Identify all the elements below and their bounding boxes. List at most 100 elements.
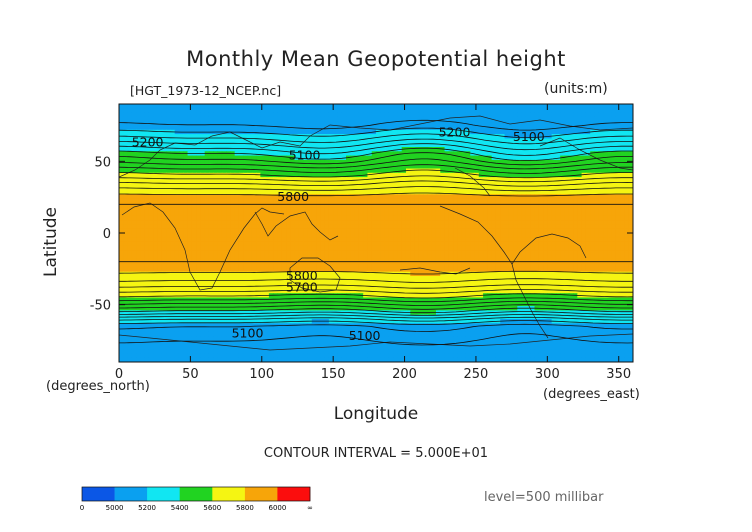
band-cell bbox=[324, 194, 330, 200]
band-cell bbox=[226, 172, 231, 178]
band-cell bbox=[187, 168, 193, 174]
band-cell bbox=[350, 181, 356, 187]
band-cell bbox=[196, 250, 201, 256]
band-cell bbox=[140, 142, 146, 148]
band-cell bbox=[453, 185, 458, 191]
band-cell bbox=[290, 177, 296, 182]
band-cell bbox=[620, 181, 626, 187]
band-cell bbox=[495, 202, 501, 208]
band-cell bbox=[208, 155, 214, 161]
band-cell bbox=[174, 112, 180, 118]
band-cell bbox=[543, 202, 548, 208]
band-cell bbox=[286, 190, 291, 195]
band-cell bbox=[311, 202, 317, 208]
band-cell bbox=[221, 168, 227, 174]
band-cell bbox=[324, 254, 330, 260]
band-cell bbox=[213, 233, 219, 238]
band-cell bbox=[543, 237, 548, 243]
band-cell bbox=[281, 224, 287, 230]
band-cell bbox=[153, 220, 159, 225]
band-cell bbox=[157, 211, 163, 217]
band-cell bbox=[624, 211, 630, 217]
band-cell bbox=[119, 129, 124, 135]
band-cell bbox=[277, 116, 283, 122]
band-cell bbox=[213, 116, 219, 122]
band-cell bbox=[200, 168, 206, 174]
band-cell bbox=[508, 112, 514, 118]
band-cell bbox=[611, 263, 617, 268]
band-cell bbox=[136, 155, 142, 161]
band-cell bbox=[573, 151, 578, 157]
band-cell bbox=[423, 164, 428, 170]
band-cell bbox=[358, 116, 364, 122]
band-cell bbox=[500, 258, 506, 264]
band-cell bbox=[530, 198, 536, 204]
band-cell bbox=[431, 181, 437, 187]
band-cell bbox=[483, 142, 488, 148]
band-cell bbox=[234, 121, 240, 127]
band-cell bbox=[423, 104, 428, 109]
band-cell bbox=[521, 181, 527, 187]
band-cell bbox=[453, 112, 458, 118]
band-cell bbox=[213, 142, 219, 148]
band-cell bbox=[410, 164, 416, 170]
band-cell bbox=[178, 250, 184, 256]
band-cell bbox=[217, 151, 223, 157]
band-cell bbox=[286, 207, 291, 213]
band-cell bbox=[487, 263, 493, 268]
band-cell bbox=[624, 134, 630, 139]
band-cell bbox=[213, 172, 219, 178]
band-cell bbox=[448, 215, 454, 221]
band-cell bbox=[371, 250, 377, 256]
band-cell bbox=[444, 194, 450, 200]
band-cell bbox=[414, 194, 420, 200]
band-cell bbox=[478, 263, 484, 268]
band-cell bbox=[268, 194, 274, 200]
band-cell bbox=[153, 241, 159, 247]
band-cell bbox=[615, 224, 621, 230]
band-cell bbox=[316, 258, 321, 264]
band-cell bbox=[603, 181, 608, 187]
band-cell bbox=[200, 207, 206, 213]
band-cell bbox=[281, 181, 287, 187]
band-cell bbox=[144, 271, 150, 277]
band-cell bbox=[431, 233, 437, 238]
band-cell bbox=[538, 207, 544, 213]
band-cell bbox=[401, 190, 407, 195]
band-cell bbox=[585, 108, 591, 114]
band-cell bbox=[435, 211, 441, 217]
band-cell bbox=[174, 190, 180, 195]
band-cell bbox=[611, 142, 617, 148]
band-cell bbox=[620, 172, 626, 178]
band-cell bbox=[371, 211, 377, 217]
band-cell bbox=[376, 211, 381, 217]
band-cell bbox=[405, 190, 411, 195]
band-cell bbox=[328, 237, 334, 243]
band-cell bbox=[204, 134, 210, 139]
band-cell bbox=[594, 159, 600, 165]
band-cell bbox=[234, 138, 240, 144]
band-cell bbox=[367, 211, 373, 217]
band-cell bbox=[234, 194, 240, 200]
band-cell bbox=[371, 151, 377, 157]
band-cell bbox=[196, 245, 201, 251]
band-cell bbox=[328, 211, 334, 217]
band-cell bbox=[131, 164, 137, 170]
band-cell bbox=[307, 207, 313, 213]
band-cell bbox=[615, 155, 621, 161]
band-cell bbox=[457, 112, 463, 118]
band-cell bbox=[560, 211, 566, 217]
band-cell bbox=[624, 276, 630, 281]
band-cell bbox=[354, 202, 360, 208]
band-cell bbox=[500, 220, 506, 225]
band-cell bbox=[367, 155, 373, 161]
band-cell bbox=[204, 194, 210, 200]
band-cell bbox=[226, 267, 231, 273]
band-cell bbox=[423, 215, 428, 221]
band-cell bbox=[256, 194, 261, 200]
band-cell bbox=[624, 215, 630, 221]
band-cell bbox=[324, 129, 330, 135]
band-cell bbox=[427, 147, 433, 152]
band-cell bbox=[555, 134, 561, 139]
band-cell bbox=[388, 129, 394, 135]
